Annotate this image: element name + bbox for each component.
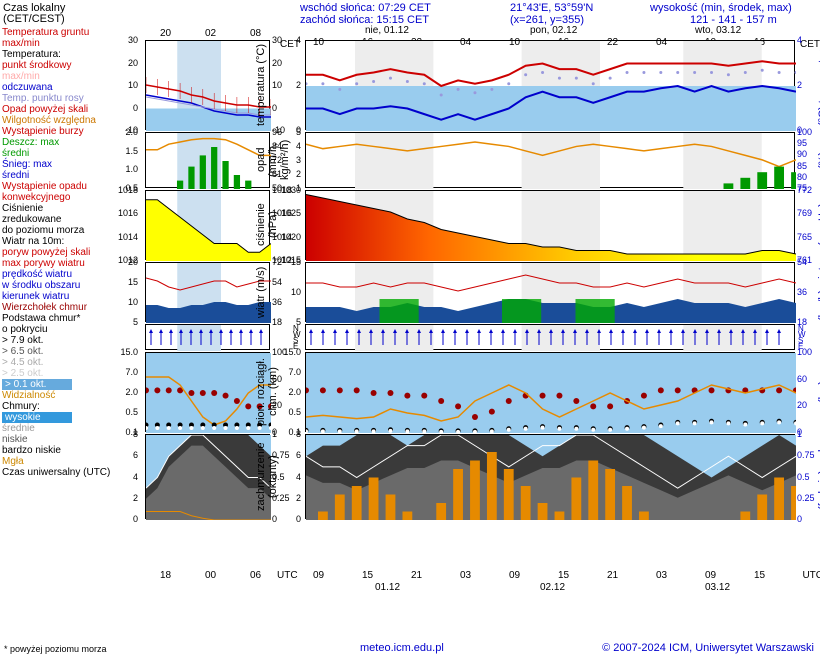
local-time-tz: (CET/CEST) xyxy=(3,13,65,25)
panel-winddir-main xyxy=(305,324,795,350)
ylabel: pion. rozciągł. chm. (km) xyxy=(255,352,279,432)
panel-wind xyxy=(145,262,270,322)
legend-item: Temperatura gruntu xyxy=(2,27,142,38)
elev-label: wysokość (min, środek, max) xyxy=(650,2,792,14)
panel-press-main xyxy=(305,190,795,260)
ylabel: ciśnienie (hPa) xyxy=(255,190,279,260)
panel-temp-main xyxy=(305,40,795,130)
panel-press xyxy=(145,190,270,260)
panel-wind-main xyxy=(305,262,795,322)
panel-cover-main xyxy=(305,434,795,519)
ylabel: temperatura (°C) xyxy=(255,40,267,130)
panel-precip xyxy=(145,132,270,188)
panel-winddir xyxy=(145,324,270,350)
footer-url[interactable]: meteo.icm.edu.pl xyxy=(360,642,444,654)
ylabel: wiatr (m/s) xyxy=(255,262,267,322)
legend-item: o pokryciu xyxy=(2,324,142,335)
legend-item: wysokie xyxy=(2,412,72,423)
panel-clouds-main xyxy=(305,352,795,432)
legend-item: > 7.9 okt. xyxy=(2,335,142,346)
panel-clouds xyxy=(145,352,270,432)
sunrise-label: wschód słońca: 07:29 CET xyxy=(300,2,431,14)
panel-cover xyxy=(145,434,270,519)
coords-label: 21°43'E, 53°59'N xyxy=(510,2,593,14)
panel-precip-main xyxy=(305,132,795,188)
ylabel: zachmurzenie (oktanty) xyxy=(255,434,279,519)
ylabel: opad (mm/h, kg/m²/h) xyxy=(255,132,291,188)
footnote: * powyżej poziomu morza xyxy=(4,644,107,654)
panel-temp xyxy=(145,40,270,130)
footer-copyright: © 2007-2024 ICM, Uniwersytet Warszawski xyxy=(602,642,814,654)
legend-item: > 0.1 okt. xyxy=(2,379,72,390)
